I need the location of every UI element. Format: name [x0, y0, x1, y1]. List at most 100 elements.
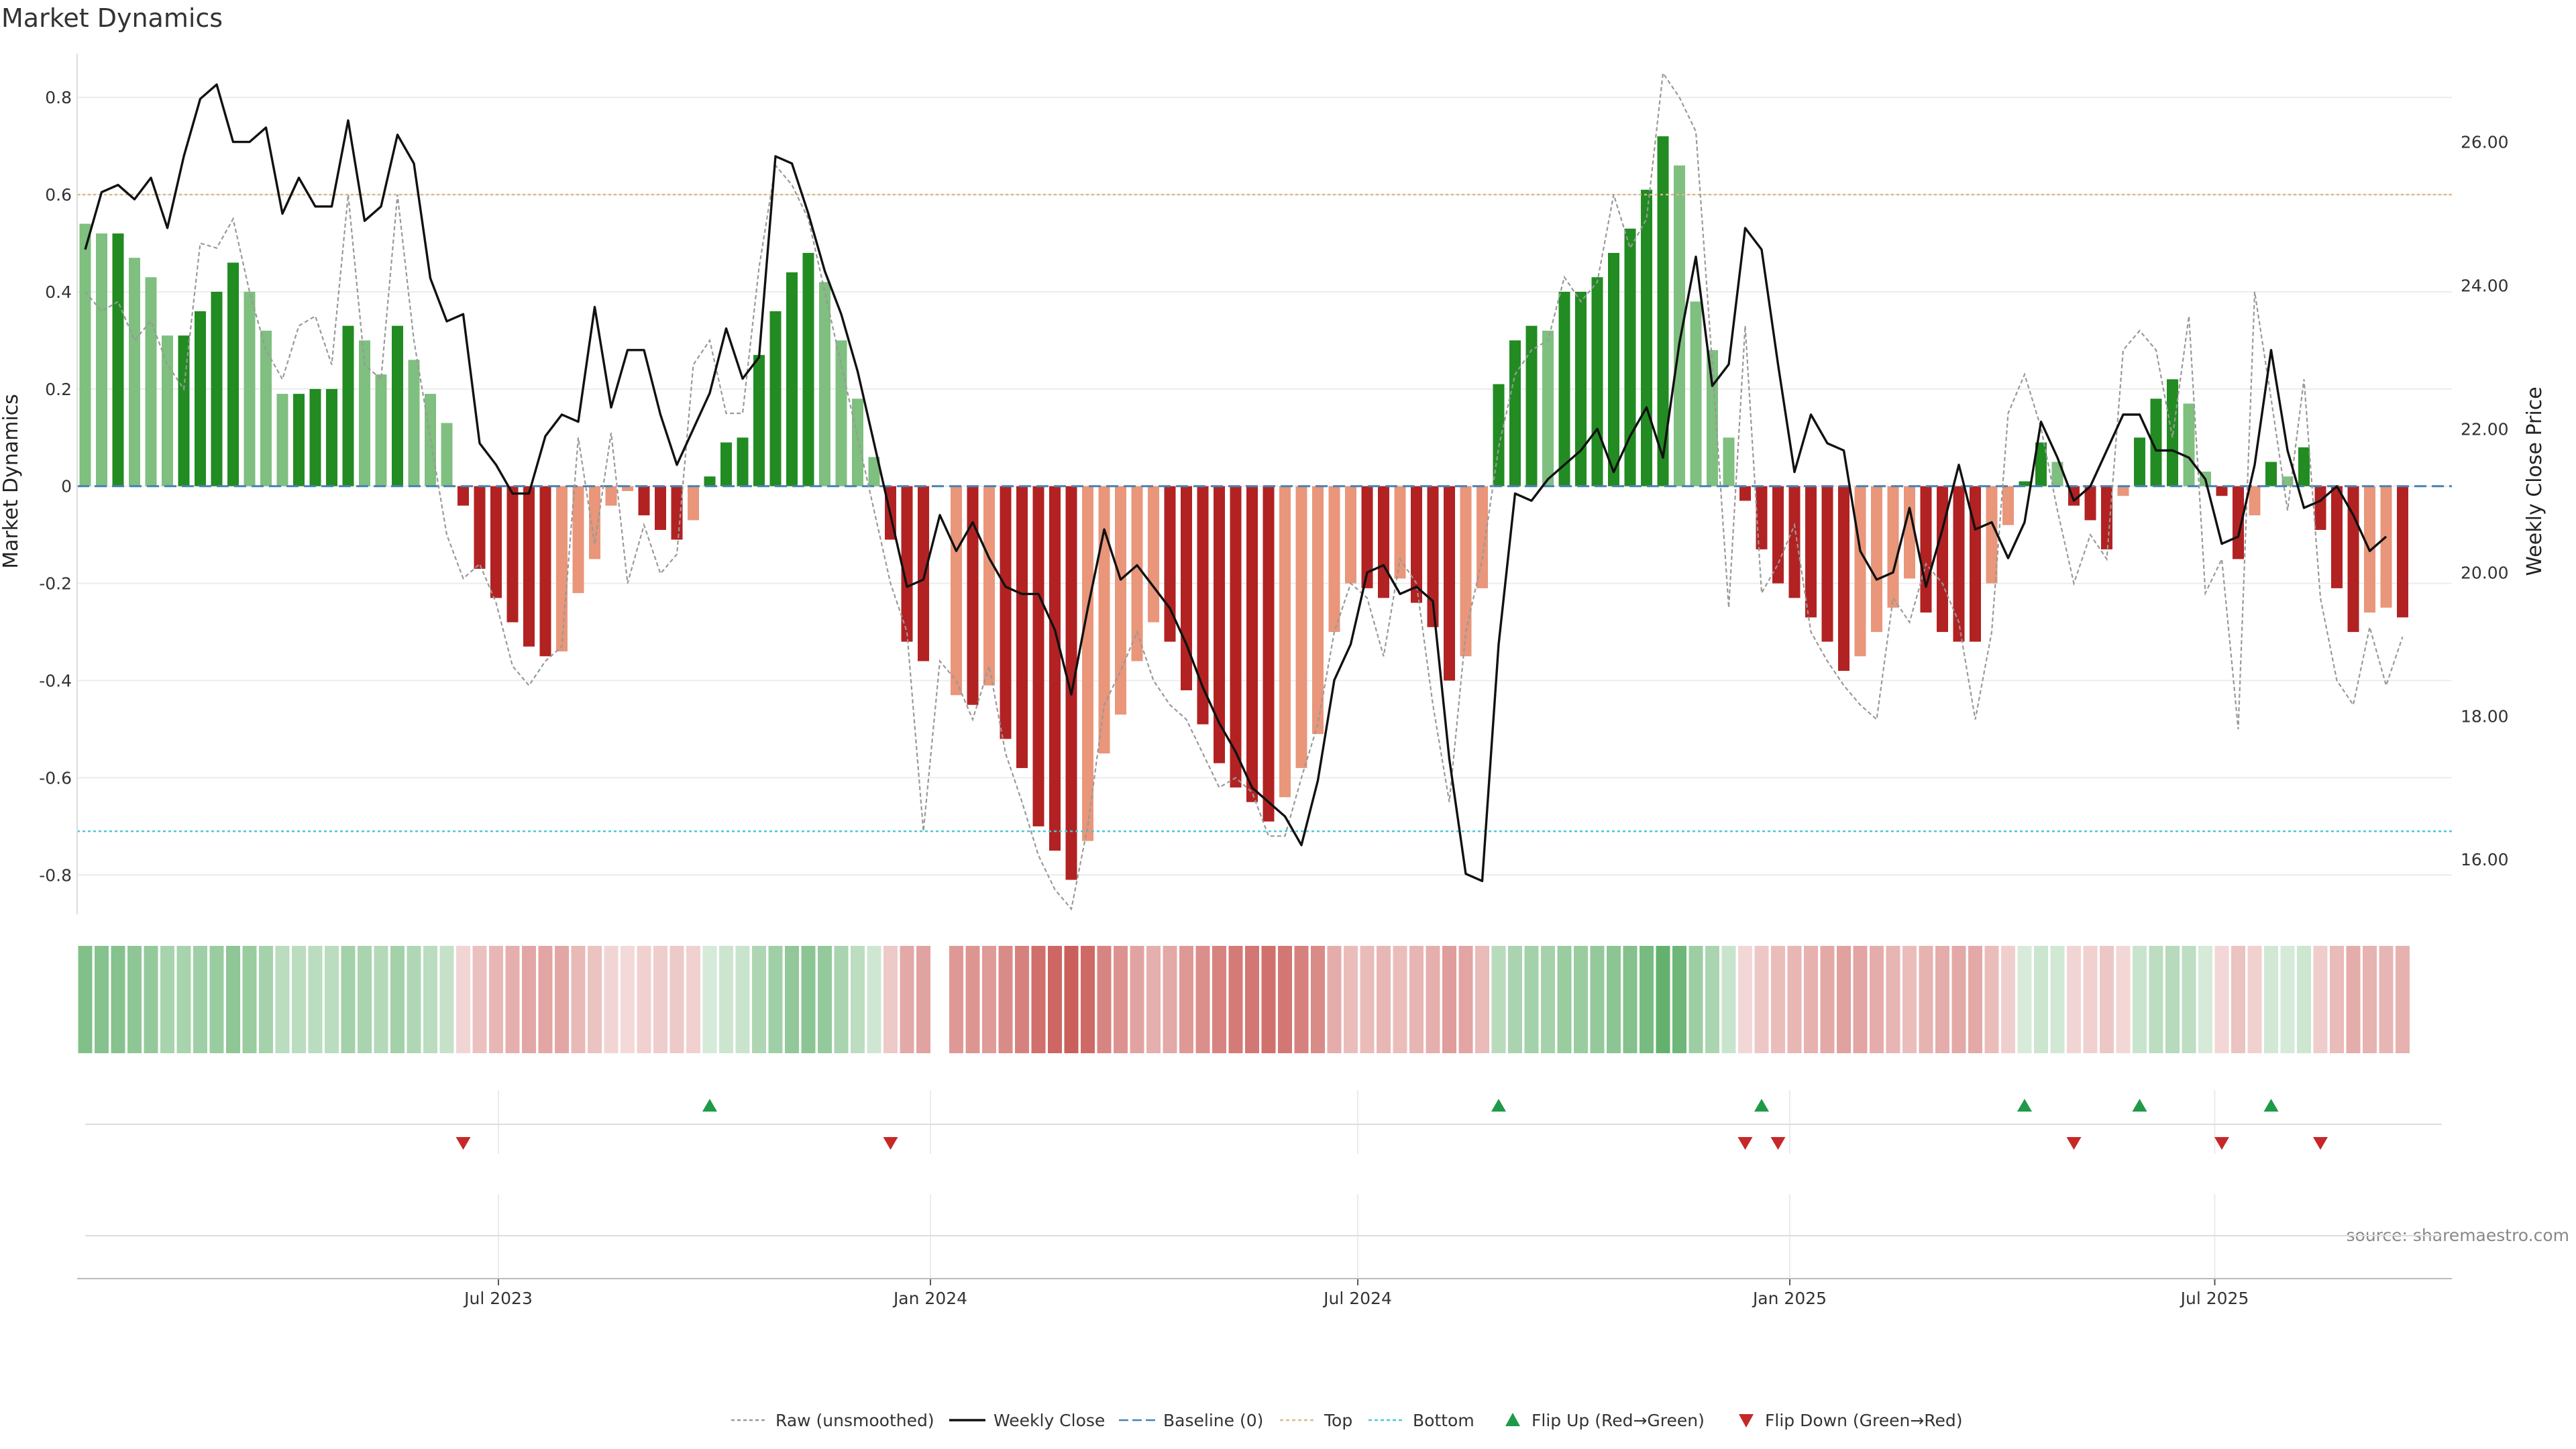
sentiment-cell — [1738, 946, 1752, 1053]
dynamics-bar — [474, 486, 486, 569]
dynamics-bar — [490, 486, 502, 598]
sentiment-cell — [801, 946, 816, 1053]
sentiment-cell — [1853, 946, 1868, 1053]
sentiment-cell — [1984, 946, 1999, 1053]
sentiment-cell — [1640, 946, 1654, 1053]
dynamics-bar — [1493, 384, 1505, 486]
sentiment-cell — [2264, 946, 2278, 1053]
sentiment-cell — [325, 946, 339, 1053]
dynamics-bar — [2002, 486, 2014, 525]
dynamics-bar — [1016, 486, 1028, 768]
sentiment-cell — [883, 946, 898, 1053]
flip-down-marker — [2066, 1137, 2082, 1150]
sentiment-cell — [1228, 946, 1243, 1053]
sentiment-cell — [1541, 946, 1555, 1053]
sentiment-cell — [621, 946, 635, 1053]
dynamics-bar — [1444, 486, 1455, 681]
y2-tick-label: 22.00 — [2461, 419, 2509, 439]
dynamics-bar — [688, 486, 699, 521]
dynamics-bar — [1361, 486, 1373, 588]
dynamics-bar — [638, 486, 650, 516]
dynamics-bar — [1115, 486, 1126, 715]
dynamics-bar — [868, 457, 880, 486]
weekly-close-line — [84, 83, 2387, 883]
sentiment-cell — [2214, 946, 2229, 1053]
y-tick-label: 0.8 — [45, 88, 72, 107]
sentiment-cell — [292, 946, 306, 1053]
raw-series-line — [85, 70, 2404, 911]
sentiment-cell — [308, 946, 323, 1053]
sentiment-cell — [1508, 946, 1522, 1053]
y-tick-label: -0.8 — [39, 865, 72, 885]
sentiment-cell — [1705, 946, 1719, 1053]
sentiment-cell — [1179, 946, 1193, 1053]
sentiment-cell — [1475, 946, 1489, 1053]
sentiment-cell — [2182, 946, 2196, 1053]
sentiment-cell — [834, 946, 849, 1053]
sentiment-cell — [1261, 946, 1276, 1053]
sentiment-cell — [1458, 946, 1473, 1053]
dynamics-bar — [819, 282, 830, 486]
sentiment-cell — [1146, 946, 1161, 1053]
dynamics-bar — [1624, 228, 1636, 486]
sentiment-cell — [160, 946, 174, 1053]
sentiment-cell — [439, 946, 454, 1053]
dynamics-bar — [589, 486, 600, 559]
dynamics-bar — [1378, 486, 1389, 598]
sentiment-cell — [2396, 946, 2410, 1053]
dynamics-bar — [145, 277, 157, 486]
sentiment-cell — [2165, 946, 2180, 1053]
dynamics-bar — [1295, 486, 1307, 768]
dynamics-bar — [1756, 486, 1768, 549]
dynamics-bar — [1854, 486, 1866, 657]
sentiment-cell — [1886, 946, 1900, 1053]
sentiment-cell — [2379, 946, 2394, 1053]
dynamics-bar — [1641, 189, 1652, 486]
dynamics-bar — [1937, 486, 1948, 633]
sentiment-cell — [489, 946, 503, 1053]
dynamics-bar — [276, 394, 288, 486]
x-tick-label: Jan 2024 — [892, 1289, 967, 1308]
sentiment-cell — [818, 946, 832, 1053]
sentiment-cell — [1491, 946, 1506, 1053]
sentiment-cell — [768, 946, 783, 1053]
sentiment-cell — [851, 946, 865, 1053]
sentiment-cell — [1672, 946, 1686, 1053]
sentiment-cell — [2330, 946, 2344, 1053]
sentiment-cell — [2067, 946, 2081, 1053]
dynamics-bar — [2019, 481, 2031, 486]
sentiment-cell — [111, 946, 125, 1053]
sentiment-cell — [571, 946, 586, 1053]
dynamics-bar — [1131, 486, 1143, 661]
dynamics-bar — [1674, 165, 1685, 486]
dynamics-bar — [211, 291, 223, 486]
flip-down-marker — [1737, 1137, 1753, 1150]
sentiment-cell — [1344, 946, 1358, 1053]
dynamics-bar — [112, 233, 124, 486]
dynamics-bar — [2265, 462, 2277, 486]
sentiment-cell — [144, 946, 158, 1053]
sentiment-cell — [1442, 946, 1456, 1053]
sentiment-cell — [1919, 946, 1933, 1053]
legend-marker-flip-up — [1505, 1413, 1520, 1426]
dynamics-bar — [1460, 486, 1472, 657]
flip-down-marker — [455, 1137, 471, 1150]
sentiment-cell — [1048, 946, 1062, 1053]
dynamics-bar — [2331, 486, 2343, 588]
dynamics-bar — [1000, 486, 1012, 739]
sentiment-cell — [259, 946, 273, 1053]
dynamics-bar — [293, 394, 305, 486]
dynamics-bar — [1953, 486, 1965, 642]
dynamics-bar — [1181, 486, 1192, 691]
sentiment-cell — [637, 946, 651, 1053]
sentiment-cell — [1524, 946, 1539, 1053]
dynamics-bar — [1887, 486, 1899, 608]
dynamics-bar — [786, 272, 798, 486]
dynamics-bar — [918, 486, 929, 661]
dynamics-bar — [852, 398, 863, 486]
flip-up-marker — [702, 1099, 717, 1112]
sentiment-cell — [275, 946, 290, 1053]
sentiment-cell — [1245, 946, 1259, 1053]
sentiment-cell — [998, 946, 1013, 1053]
sentiment-cell — [2247, 946, 2262, 1053]
